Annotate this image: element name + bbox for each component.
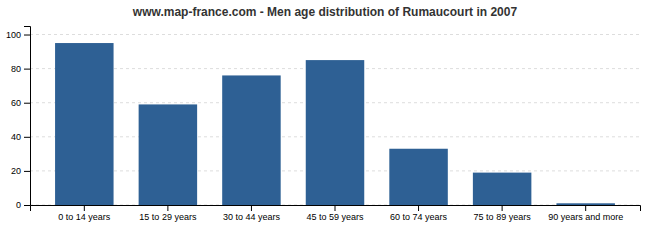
tick-label: 15 to 29 years (139, 212, 197, 222)
x-tick: 15 to 29 years (139, 205, 197, 222)
y-tick: 100 (6, 30, 30, 40)
bar (139, 104, 197, 205)
bars (55, 43, 615, 205)
tick-label: 30 to 44 years (223, 212, 281, 222)
chart-container: 0 20 40 60 80 100 0 to 14 years 15 to 29 years 3… (0, 0, 650, 229)
y-tick: 80 (11, 64, 30, 74)
tick-mark (335, 205, 336, 211)
y-tick: 40 (11, 132, 30, 142)
x-tick: 60 to 74 years (390, 205, 448, 222)
tick-mark (24, 35, 30, 36)
x-tick: 75 to 89 years (474, 205, 532, 222)
tick-mark (502, 205, 503, 211)
tick-mark (251, 205, 252, 211)
y-tick: 60 (11, 98, 30, 108)
tick-label: 0 to 14 years (58, 212, 111, 222)
x-axis: 0 to 14 years 15 to 29 years 30 to 44 year… (31, 205, 641, 222)
y-tick: 0 (16, 200, 30, 210)
x-tick: 90 years and more (548, 205, 623, 222)
tick-mark (84, 205, 85, 211)
bar (306, 60, 364, 205)
bar (55, 43, 113, 205)
tick-label: 45 to 59 years (306, 212, 364, 222)
x-tick: 0 to 14 years (58, 205, 111, 222)
y-tick: 20 (11, 166, 30, 176)
tick-label: 90 years and more (548, 212, 623, 222)
grid (30, 35, 640, 205)
chart-svg: 0 20 40 60 80 100 0 to 14 years 15 to 29 years 3… (0, 0, 650, 229)
tick-label: 20 (11, 166, 21, 176)
tick-mark (24, 103, 30, 104)
bar (389, 149, 447, 205)
bar (473, 173, 531, 205)
title: www.map-france.com - Men age distributio… (132, 5, 518, 19)
tick-label: 75 to 89 years (474, 212, 532, 222)
tick-label: 60 to 74 years (390, 212, 448, 222)
tick-mark (418, 205, 419, 211)
axis-line (24, 27, 31, 206)
tick-label: 40 (11, 132, 21, 142)
plot: 0 20 40 60 80 100 0 to 14 years 15 to 29 years 3… (6, 27, 641, 223)
tick-label: 60 (11, 98, 21, 108)
tick-mark (24, 205, 30, 206)
grid-line (30, 34, 640, 35)
tick-label: 100 (6, 30, 21, 40)
tick-mark (24, 137, 30, 138)
tick-mark (24, 69, 30, 70)
bar (556, 203, 614, 205)
x-tick: 30 to 44 years (223, 205, 281, 222)
tick-mark (24, 171, 30, 172)
tick-mark (167, 205, 168, 211)
axis-line (31, 206, 641, 212)
bar (222, 75, 280, 205)
y-axis: 0 20 40 60 80 100 (6, 27, 31, 211)
tick-mark (585, 205, 586, 211)
tick-label: 80 (11, 64, 21, 74)
tick-label: 0 (16, 200, 21, 210)
x-tick: 45 to 59 years (306, 205, 364, 222)
